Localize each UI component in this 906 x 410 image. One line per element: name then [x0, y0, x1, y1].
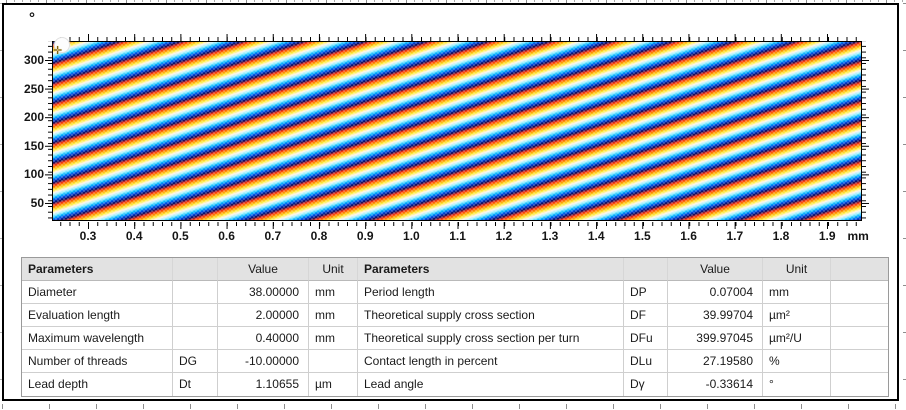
table-header-cell [624, 258, 668, 281]
table-header-parameters: Parameters [358, 258, 624, 281]
table-header-cell [831, 258, 888, 281]
y-axis-right-major-ticks [862, 41, 869, 221]
y-tick-label: 50 [30, 196, 44, 210]
param-symbol-cell: DF [624, 304, 668, 327]
param-unit-cell: mm [309, 281, 358, 304]
param-symbol-cell: DG [173, 350, 218, 373]
table-header-cell: Unit [309, 258, 358, 281]
param-unit-cell: mm [763, 281, 831, 304]
param-label-cell: Theoretical supply cross section [358, 304, 624, 327]
param-unit-cell [309, 350, 358, 373]
x-axis-bottom-major-ticks [52, 222, 862, 229]
outer-ruler-bottom-ticks [0, 404, 906, 410]
table-header-cell [173, 258, 218, 281]
x-tick-label: 0.5 [172, 229, 189, 243]
table-header-cell: Value [218, 258, 309, 281]
cursor-marker-dot [54, 37, 70, 53]
param-label-cell: Maximum wavelength [22, 327, 173, 350]
param-label-cell: Lead angle [358, 373, 624, 396]
param-label-cell: Theoretical supply cross section per tur… [358, 327, 624, 350]
param-symbol-cell: Dt [173, 373, 218, 396]
param-symbol-cell [173, 327, 218, 350]
x-tick-label: 0.9 [356, 229, 374, 243]
x-tick-label: 0.6 [218, 229, 235, 243]
x-tick-label: 1.8 [772, 229, 790, 243]
x-tick-label: 1.4 [587, 229, 605, 243]
empty-cell [831, 327, 888, 350]
x-tick-label: 1.3 [541, 229, 559, 243]
y-tick-label: 200 [23, 110, 44, 125]
empty-cell [831, 373, 888, 396]
x-tick-label: 1.7 [726, 229, 744, 243]
param-unit-cell: mm [309, 327, 358, 350]
table-header-cell: Value [668, 258, 763, 281]
x-tick-label: 1.0 [403, 229, 420, 243]
y-tick-label: 250 [23, 81, 44, 96]
x-tick-label: 0.8 [310, 229, 328, 243]
y-tick-label: 300 [23, 53, 44, 67]
param-unit-cell: µm²/U [763, 327, 831, 350]
param-value-cell: 0.07004 [668, 281, 763, 304]
param-unit-cell: µm² [763, 304, 831, 327]
x-tick-label: 0.4 [125, 229, 143, 243]
lead-analysis-window: ° 0.3 0.4 0.5 0.6 0.7 0.8 0.9 1.0 1.1 1.2 1.3 1.4 1.… [2, 3, 899, 401]
param-symbol-cell [173, 281, 218, 304]
param-value-cell: 2.00000 [218, 304, 309, 327]
y-tick-label: 150 [23, 138, 44, 153]
x-axis-bottom-minor-ticks [52, 222, 862, 226]
x-axis-unit-label: mm [847, 229, 869, 243]
y-axis-left-major-ticks [45, 41, 52, 221]
param-symbol-cell: DP [624, 281, 668, 304]
param-value-cell: 39.99704 [668, 304, 763, 327]
x-tick-label: 1.1 [449, 229, 466, 243]
x-tick-label: 1.6 [680, 229, 697, 243]
empty-cell [831, 304, 888, 327]
parameters-table: Parameters Value Unit Parameters Value Unit Di… [21, 257, 889, 397]
param-symbol-cell: DFu [624, 327, 668, 350]
param-value-cell: 399.97045 [668, 327, 763, 350]
param-value-cell: 27.19580 [668, 350, 763, 373]
param-label-cell: Lead depth [22, 373, 173, 396]
param-label-cell: Contact length in percent [358, 350, 624, 373]
x-axis-top-major-ticks [52, 34, 862, 41]
x-tick-label: 1.2 [495, 229, 513, 243]
param-value-cell: 38.00000 [218, 281, 309, 304]
fringe-plot-area[interactable] [52, 41, 862, 221]
empty-cell [831, 281, 888, 304]
param-label-cell: Diameter [22, 281, 173, 304]
empty-cell [831, 350, 888, 373]
x-tick-label: 1.5 [634, 229, 651, 243]
param-value-cell: -0.33614 [668, 373, 763, 396]
param-symbol-cell: Dγ [624, 373, 668, 396]
param-value-cell: -10.00000 [218, 350, 309, 373]
param-unit-cell: mm [309, 304, 358, 327]
param-label-cell: Number of threads [22, 350, 173, 373]
param-value-cell: 1.10655 [218, 373, 309, 396]
param-label-cell: Evaluation length [22, 304, 173, 327]
param-symbol-cell [173, 304, 218, 327]
x-tick-label: 1.9 [818, 229, 836, 243]
param-unit-cell: µm [309, 373, 358, 396]
y-tick-label: 100 [23, 167, 44, 182]
mouse-cursor-icon: ✛ [53, 45, 63, 57]
y-axis-right-minor-ticks [862, 41, 866, 221]
x-tick-label: 0.3 [79, 229, 97, 243]
param-symbol-cell: DLu [624, 350, 668, 373]
param-unit-cell: % [763, 350, 831, 373]
param-label-cell: Period length [358, 281, 624, 304]
x-tick-label: 0.7 [264, 229, 282, 243]
y-axis-unit-label: ° [29, 10, 35, 27]
param-value-cell: 0.40000 [218, 327, 309, 350]
table-header-parameters: Parameters [22, 258, 173, 281]
table-header-cell: Unit [763, 258, 831, 281]
param-unit-cell: ° [763, 373, 831, 396]
